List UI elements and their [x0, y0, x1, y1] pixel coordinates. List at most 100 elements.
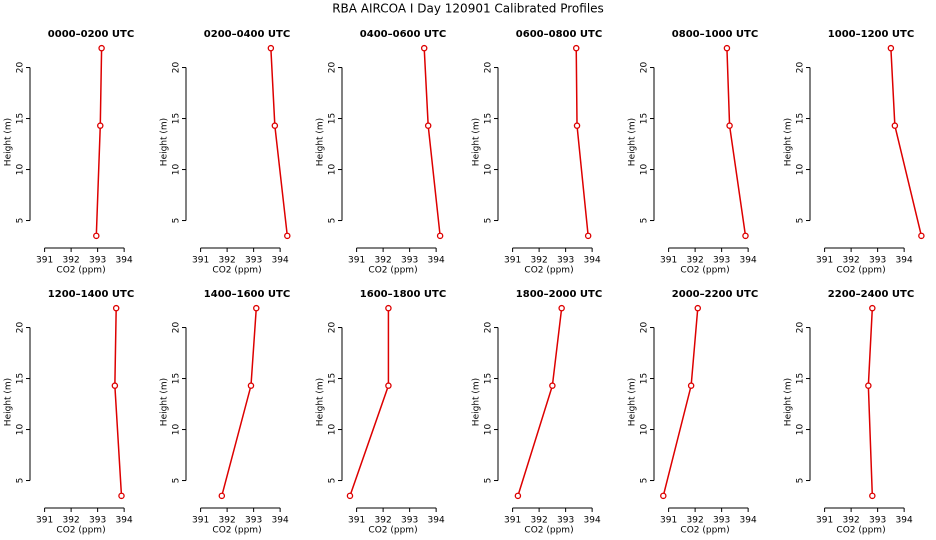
y-tick-label: 20: [640, 62, 650, 74]
y-tick-label: 10: [796, 424, 806, 436]
profile-point: [247, 382, 255, 389]
y-tick-label: 5: [16, 478, 26, 484]
y-tick-label: 15: [484, 113, 494, 124]
profile-line: [890, 48, 923, 237]
x-tick-label: 393: [401, 256, 418, 266]
x-tick-label: 392: [375, 516, 392, 526]
profile-line: [95, 48, 103, 236]
x-tick-label: 393: [401, 516, 418, 526]
x-tick-label: 392: [531, 256, 548, 266]
x-tick-label: 393: [713, 256, 730, 266]
x-tick-label: 391: [816, 256, 833, 266]
y-axis-label: Height (m): [628, 378, 638, 426]
y-tick-label: 20: [16, 322, 26, 334]
y-tick-label: 15: [328, 113, 338, 124]
x-tick-label: 391: [192, 516, 209, 526]
x-tick-label: 393: [557, 256, 574, 266]
x-tick-label: 394: [272, 516, 289, 526]
x-axis-label: CO2 (ppm): [368, 266, 417, 276]
panel: 0400–0600 UTC 5 10 15 20 391 392 393 394 CO2 (ppm…: [316, 29, 447, 276]
x-tick-label: 393: [245, 516, 262, 526]
x-tick-label: 392: [63, 516, 80, 526]
y-tick-label: 15: [640, 113, 650, 124]
profile-point: [887, 44, 895, 52]
y-tick-label: 20: [484, 62, 494, 74]
panel-title: 1400–1600 UTC: [204, 289, 290, 300]
y-tick-label: 20: [172, 62, 182, 74]
profile-point: [726, 122, 733, 129]
profile-point: [869, 304, 876, 312]
profile-point: [549, 382, 556, 389]
panel: 2200–2400 UTC 5 10 15 20 391 392 393 394 CO2 (ppm…: [784, 289, 915, 536]
y-tick-label: 15: [172, 373, 182, 384]
x-tick-label: 393: [869, 516, 886, 526]
profile-point: [424, 122, 432, 129]
profile-point: [660, 492, 667, 500]
y-tick-label: 15: [640, 373, 650, 384]
panel-title: 1000–1200 UTC: [828, 29, 914, 40]
x-tick-label: 393: [713, 516, 730, 526]
panel: 1600–1800 UTC 5 10 15 20 391 392 393 394 CO2 (ppm…: [316, 289, 447, 536]
x-axis-label: CO2 (ppm): [836, 266, 885, 276]
x-tick-label: 392: [843, 256, 860, 266]
y-tick-label: 10: [484, 424, 494, 436]
x-axis-label: CO2 (ppm): [680, 526, 729, 536]
panel-title: 1600–1800 UTC: [360, 289, 446, 300]
y-tick-label: 15: [796, 113, 806, 124]
profile-point: [420, 44, 428, 52]
profile-point: [573, 122, 581, 129]
profile-point: [572, 44, 580, 52]
x-axis-label: CO2 (ppm): [680, 266, 729, 276]
y-tick-label: 5: [16, 218, 26, 224]
x-tick-label: 394: [116, 516, 133, 526]
y-tick-label: 5: [640, 478, 650, 484]
y-tick-label: 5: [796, 478, 806, 484]
x-tick-label: 394: [584, 516, 601, 526]
y-axis-label: Height (m): [160, 118, 170, 166]
y-tick-label: 20: [796, 62, 806, 74]
x-tick-label: 393: [245, 256, 262, 266]
y-tick-label: 20: [328, 62, 338, 74]
profile-point: [218, 492, 226, 500]
panel-title: 0000–0200 UTC: [48, 29, 134, 40]
x-tick-label: 394: [896, 516, 913, 526]
y-tick-label: 5: [172, 218, 182, 224]
profile-point: [514, 492, 522, 500]
x-axis-label: CO2 (ppm): [524, 526, 573, 536]
y-tick-label: 10: [16, 164, 26, 176]
y-tick-label: 20: [172, 322, 182, 334]
panel: 0000–0200 UTC 5 10 15 20 391 392 393 394 CO2 (ppm…: [4, 29, 135, 276]
x-tick-label: 393: [89, 516, 106, 526]
y-tick-label: 10: [16, 424, 26, 436]
y-tick-label: 10: [484, 164, 494, 176]
x-tick-label: 394: [272, 256, 289, 266]
x-tick-label: 392: [219, 516, 236, 526]
x-axis-label: CO2 (ppm): [836, 526, 885, 536]
panel: 0200–0400 UTC 5 10 15 20 391 392 393 394 CO2 (ppm…: [160, 29, 291, 276]
panel: 1200–1400 UTC 5 10 15 20 391 392 393 394 CO2 (ppm…: [4, 289, 135, 536]
y-tick-label: 5: [328, 478, 338, 484]
y-tick-label: 10: [640, 424, 650, 436]
x-axis-label: CO2 (ppm): [212, 526, 261, 536]
x-axis-label: CO2 (ppm): [524, 266, 573, 276]
profile-point: [742, 232, 749, 240]
profile-line: [726, 48, 747, 236]
x-tick-label: 391: [348, 256, 365, 266]
y-tick-label: 20: [796, 322, 806, 334]
profile-point: [869, 492, 876, 500]
panel: 2000–2200 UTC 5 10 15 20 391 392 393 394 CO2 (ppm…: [628, 289, 759, 536]
y-tick-label: 10: [796, 164, 806, 176]
panel-title: 0800–1000 UTC: [672, 29, 758, 40]
panel-title: 2000–2200 UTC: [672, 289, 758, 300]
y-axis-label: Height (m): [628, 118, 638, 166]
y-axis-label: Height (m): [160, 378, 170, 426]
y-tick-label: 5: [172, 478, 182, 484]
x-tick-label: 394: [584, 256, 601, 266]
y-tick-label: 20: [328, 322, 338, 334]
y-tick-label: 15: [796, 373, 806, 384]
profile-point: [694, 304, 702, 312]
panel-title: 2200–2400 UTC: [828, 289, 914, 300]
profile-point: [385, 382, 392, 389]
